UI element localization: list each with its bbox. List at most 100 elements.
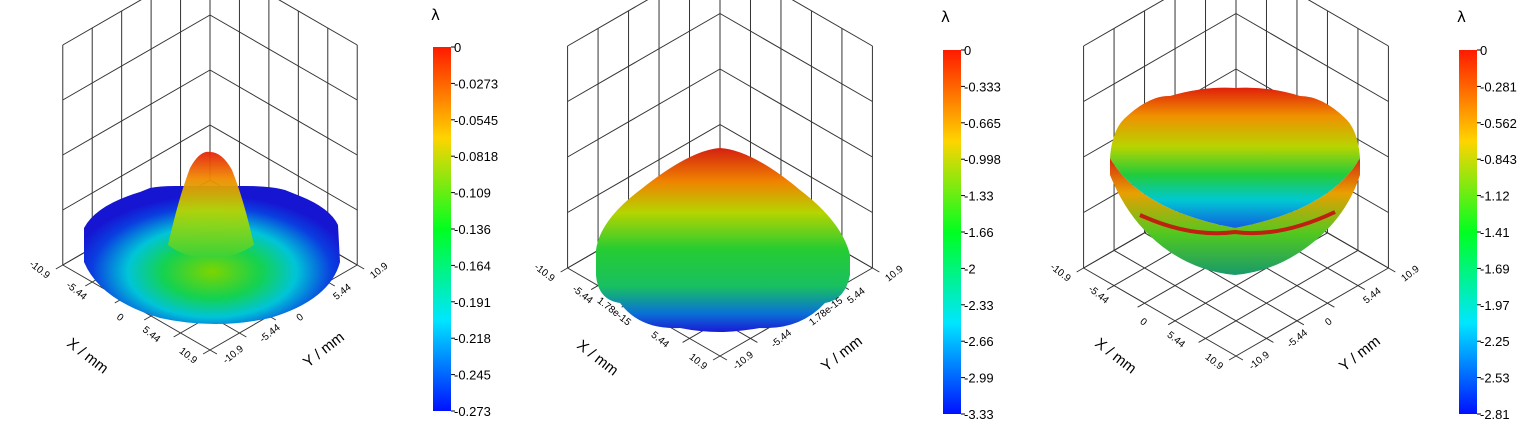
panel-2-x-axis-title: X / mm [574, 337, 622, 380]
panel-2-y-tick-label: 10.9 [883, 263, 905, 284]
panel-1-x-tickmark [173, 332, 181, 338]
panel-3-y-tick-label: 0 [1323, 316, 1335, 328]
panel-3-wall-gridline [1083, 0, 1165, 47]
panel-1-y-tick-label: 10.9 [368, 260, 390, 281]
panel-3-wall-gridline [1307, 0, 1389, 47]
panel-3-colorbar-tick-label: -0.281 [1480, 79, 1517, 94]
panel-1-colorbar-tick-label: -0.191 [454, 295, 491, 310]
panel-2-colorbar-tick-label: -2.99 [964, 371, 994, 386]
panel-3-floor-gridline [1235, 267, 1389, 357]
panel-3-colorbar-title: λ [1457, 8, 1466, 26]
panel-1-x-tickmark [85, 281, 93, 287]
panel-1-wall-gridline [209, 124, 358, 211]
panel-2-y-tick-label: 5.44 [845, 285, 867, 306]
panel-3-colorbar [1459, 50, 1477, 414]
panel-2-y-tick-label: -10.9 [731, 349, 756, 372]
panel-1-colorbar-tick-label: -0.109 [454, 186, 491, 201]
panel-1-x-tick-label: 0 [114, 312, 126, 324]
panel-3-colorbar-tick-label: -1.41 [1480, 225, 1510, 240]
panel-3-colorbar-tick-label: -1.97 [1480, 298, 1510, 313]
panel-3-x-tick-label: 0 [1138, 316, 1150, 328]
panel-1-colorbar-tick-label: -0.136 [454, 222, 491, 237]
panel-1-x-axis-title: X / mm [64, 335, 112, 378]
panel-3-y-tickmark [1357, 285, 1366, 291]
panel-2-x-tick-label: 10.9 [687, 352, 709, 373]
panel-2-x-tick-label: -10.9 [532, 262, 557, 285]
panel-3-colorbar-tick-label: -2.25 [1480, 334, 1510, 349]
panel-3-y-tickmark [1327, 302, 1335, 308]
panel-2-colorbar-tick-label: -0.665 [964, 116, 1001, 131]
panel-2-colorbar-tick-label: -2.66 [964, 334, 994, 349]
panel-2-colorbar-tick-label: -2 [964, 261, 976, 276]
panel-3-x-tickmark [1198, 337, 1206, 343]
panel-1-colorbar-tick-label: -0.273 [454, 404, 491, 419]
panel-2-colorbar [943, 50, 961, 414]
panel-1-x-tick-label: -5.44 [64, 280, 89, 303]
panel-3-x-tickmark [1076, 267, 1084, 273]
panel-2-x-tick-label: 5.44 [649, 330, 671, 351]
panel-3-surface-outer [1110, 158, 1360, 275]
panel-1-surface-peak [168, 151, 254, 258]
panel-1-wall-gridline [62, 0, 142, 46]
panel-3-y-axis-title: Y / mm [1336, 333, 1384, 375]
panel-2-y-tickmark [872, 267, 880, 273]
panel-2-wall-gridline [719, 13, 873, 102]
panel-1-colorbar-tick-label: -0.0545 [454, 113, 498, 128]
panel-2-y-tick-label: -5.44 [769, 327, 794, 350]
panel-3-floor-gridline [1113, 249, 1267, 339]
panel-3-x-tickmark [1228, 355, 1237, 361]
panel-3-y-ticks: 10.9 5.44 0 -5.44 -10.9 [1247, 263, 1422, 372]
panel-3-x-tick-label: -5.44 [1086, 284, 1111, 307]
panel-3-colorbar-tick-label: -0.843 [1480, 152, 1517, 167]
panel-1-x-tick-label: -10.9 [27, 259, 52, 282]
panel-1-colorbar-tick-label: -0.0818 [454, 149, 498, 164]
panel-2-colorbar-tick-label: -3.33 [964, 407, 994, 422]
panel-1-y-axis-title: Y / mm [300, 329, 348, 371]
panel-3-x-tickmark [1137, 302, 1145, 308]
panel-2-colorbar-tick-label: -0.333 [964, 79, 1001, 94]
panel-3-y-tick-label: -10.9 [1247, 349, 1272, 372]
panel-3-surface [1110, 87, 1360, 275]
panel-1-surface [84, 151, 340, 324]
panel-3-x-ticks: -10.9 -5.44 0 5.44 10.9 [1048, 262, 1225, 373]
panel-3-y-tickmark [1388, 267, 1396, 273]
panel-1-y-tick-label: -10.9 [221, 343, 246, 366]
panel-2-x-tickmark [712, 355, 721, 361]
panel-3-colorbar-ticks: 0 -0.281 -0.562 -0.843 -1.12 -1.41 -1.69 -1.97 -… [1477, 43, 1517, 422]
panel-1-y-tick-label: -5.44 [258, 322, 283, 345]
panel-2-wall-gridline [567, 124, 721, 213]
panel-3-surface-inner [1110, 87, 1360, 229]
panel-2-colorbar-tick-label: -0.998 [964, 152, 1001, 167]
panel-1-x-tickmark [202, 349, 211, 355]
panel-1-y-tickmark [239, 332, 247, 338]
panel-3-surface-rim [1139, 210, 1336, 236]
panel-1-colorbar-tick-label: -0.164 [454, 258, 491, 273]
panel-2-wall-gridline [567, 13, 721, 102]
panel-1-wall-gridline [209, 69, 358, 156]
panel-3-wall-gridline [1235, 13, 1389, 102]
panel-2-colorbar-tick-label: -2.33 [964, 298, 994, 313]
panel-1-colorbar-tick-label: 0 [454, 40, 461, 55]
panel-3-colorbar-tick-label: -0.562 [1480, 116, 1517, 131]
panel-2-surface-dome [596, 148, 850, 332]
panel-2-y-axis-title: Y / mm [818, 333, 866, 375]
panel-2-colorbar-tick-label: -1.66 [964, 225, 994, 240]
panel-3-x-tickmark [1167, 320, 1176, 326]
panel-3-x-tick-label: 10.9 [1203, 352, 1225, 373]
panel-2-x-tickmark [682, 337, 690, 343]
panel-3-y-tickmark [1296, 320, 1305, 326]
panel-1-colorbar-tick-label: -0.218 [454, 331, 491, 346]
panel-1-y-tickmark [356, 264, 365, 270]
panel-3-x-axis-title: X / mm [1092, 335, 1140, 378]
panel-2-x-tickmark [560, 267, 568, 273]
panel-1-wall-gridline [209, 14, 358, 101]
panel-3-x-tick-label: -10.9 [1048, 262, 1073, 285]
panel-2-wall-gridline [719, 68, 873, 158]
panel-1-x-tickmark [55, 264, 64, 270]
panel-1-wall-gridline [62, 124, 211, 211]
panel-1-wall-gridline [62, 14, 211, 101]
panel-1-x-tick-label: 10.9 [177, 346, 199, 367]
panel-3-y-tick-label: 10.9 [1399, 263, 1421, 284]
